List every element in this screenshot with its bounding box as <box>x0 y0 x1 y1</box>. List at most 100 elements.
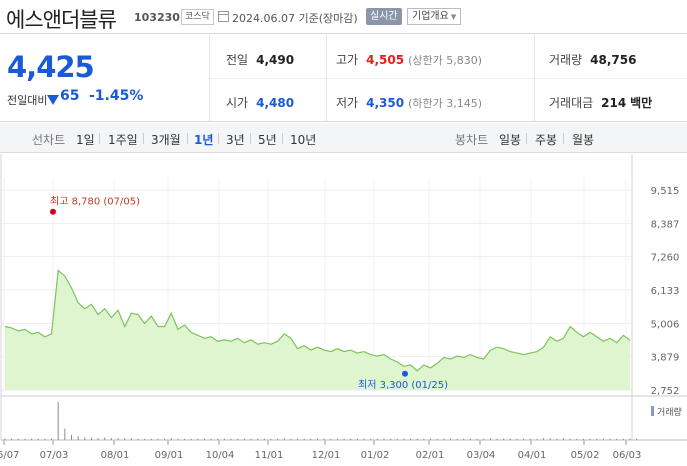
divider <box>99 133 100 144</box>
volume-bar <box>496 438 498 440</box>
volume-bar <box>157 438 159 440</box>
volume-bar <box>223 438 225 440</box>
volume-bar <box>330 438 332 440</box>
volume-bar <box>503 438 505 440</box>
high-label: 고가 <box>336 53 359 67</box>
x-tick-label: 06/07 <box>0 450 19 461</box>
volume-bar <box>529 438 531 440</box>
volume-bar <box>144 438 146 440</box>
low-label: 저가 <box>336 96 359 110</box>
volume-bar <box>303 438 305 440</box>
x-tick-label: 02/01 <box>416 450 445 461</box>
volume-bar <box>97 438 99 440</box>
volume-bar <box>443 438 445 440</box>
divider <box>563 133 564 144</box>
volume-value: 48,756 <box>590 53 637 67</box>
prev-close-value: 4,490 <box>256 53 295 67</box>
max-point-marker <box>50 208 56 215</box>
x-tick-label: 10/04 <box>206 450 235 461</box>
volume-bar <box>629 438 631 440</box>
prev-close-label: 전일 <box>226 53 249 67</box>
price-area-fill <box>5 270 630 390</box>
volume-bar <box>124 438 126 440</box>
volume-bar <box>117 438 119 440</box>
volume-bar <box>250 438 252 440</box>
volume-bar <box>563 438 565 440</box>
volume-bar <box>616 438 618 440</box>
volume-bar <box>363 438 365 440</box>
divider <box>282 133 283 144</box>
volume-bar <box>257 438 259 440</box>
tab-5year[interactable]: 5년 <box>258 133 277 147</box>
volume-bar <box>17 438 19 440</box>
volume-bar <box>523 438 525 440</box>
tab-10year[interactable]: 10년 <box>290 133 317 147</box>
price-line <box>4 269 631 372</box>
company-overview-label: 기업개요 <box>412 11 449 22</box>
tab-3year[interactable]: 3년 <box>226 133 245 147</box>
divider <box>210 78 687 79</box>
tab-monthly[interactable]: 월봉 <box>572 133 595 147</box>
volume-bar <box>596 438 598 440</box>
volume-bar <box>436 438 438 440</box>
volume-bar <box>57 402 59 440</box>
x-tick-label: 05/02 <box>571 450 600 461</box>
volume-bar <box>217 438 219 440</box>
tab-1week[interactable]: 1주일 <box>108 133 138 147</box>
volume-bar <box>77 436 79 440</box>
volume-bar <box>150 438 152 440</box>
current-price: 4,425 <box>7 50 95 84</box>
stock-header: 에스앤더블류 103230 코스닥 2024.06.07 기준(장마감) 실시간… <box>0 0 687 34</box>
volume-bar <box>376 438 378 440</box>
x-tick-label: 04/01 <box>518 450 547 461</box>
tab-daily[interactable]: 일봉 <box>499 133 522 147</box>
tab-3month[interactable]: 3개월 <box>151 133 181 147</box>
y-tick-label: 9,515 <box>651 186 680 197</box>
volume-bar <box>602 438 604 440</box>
min-annotation: 최저 3,300 (01/25) <box>358 379 448 391</box>
volume-bar <box>210 438 212 440</box>
volume-bar <box>456 438 458 440</box>
volume-bar <box>37 438 39 440</box>
change-percent: -1.45% <box>89 88 144 104</box>
volume-bar <box>170 438 172 440</box>
volume-bar <box>589 438 591 440</box>
calendar-icon <box>218 11 229 22</box>
tab-1year[interactable]: 1년 <box>194 133 214 147</box>
realtime-button[interactable]: 실시간 <box>366 8 402 25</box>
lower-limit: (하한가 3,145) <box>408 97 482 110</box>
volume-bar <box>283 438 285 440</box>
price-panel: 4,425 전일대비 65 -1.45% 전일 4,490 고가 4,505 (상한가… <box>0 35 687 122</box>
company-overview-button[interactable]: 기업개요 ▼ <box>407 8 462 25</box>
volume-bar <box>396 438 398 440</box>
amount-label: 거래대금 <box>549 96 594 110</box>
volume-bar <box>449 438 451 440</box>
volume-bar <box>84 437 86 440</box>
volume-bar <box>297 438 299 440</box>
divider <box>209 35 210 121</box>
tab-weekly[interactable]: 주봉 <box>535 133 558 147</box>
line-chart-label: 선차트 <box>32 133 66 147</box>
volume-bar <box>110 438 112 440</box>
period-tabs: 선차트 1일 1주일 3개월 1년 3년 5년 10년 봉차트 일봉 주봉 월봉 <box>0 123 687 153</box>
amount-stat: 거래대금 214 백만 <box>549 94 652 111</box>
low-value: 4,350 <box>366 96 405 110</box>
volume-bar <box>516 438 518 440</box>
volume-bar <box>370 438 372 440</box>
volume-bar <box>463 438 465 440</box>
divider <box>250 133 251 144</box>
min-point-marker <box>402 370 408 377</box>
volume-stat: 거래량 48,756 <box>549 51 636 68</box>
high-value: 4,505 <box>366 53 405 67</box>
tab-1day[interactable]: 1일 <box>76 133 95 147</box>
volume-bar <box>310 438 312 440</box>
volume-bar <box>90 437 92 440</box>
x-tick-label: 08/01 <box>101 450 130 461</box>
open-label: 시가 <box>226 96 249 110</box>
volume-bar <box>430 438 432 440</box>
y-tick-label: 8,387 <box>651 219 680 230</box>
volume-bar <box>489 438 491 440</box>
y-tick-label: 2,752 <box>651 386 680 397</box>
x-tick-label: 09/01 <box>155 450 184 461</box>
volume-bar <box>383 438 385 440</box>
